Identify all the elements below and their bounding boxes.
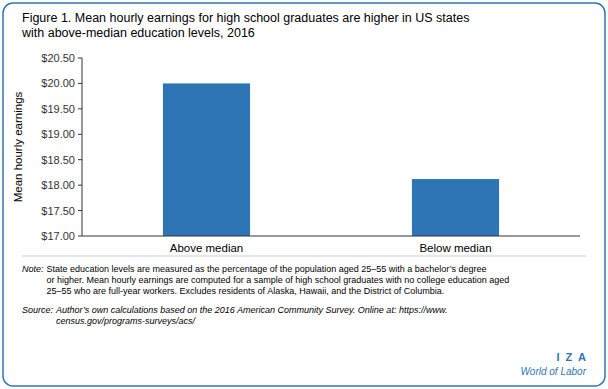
- y-tick-label: $17.50: [41, 205, 75, 217]
- chart: Figure 1. Mean hourly earnings for high …: [0, 0, 608, 389]
- branding: World of Labor: [520, 366, 586, 377]
- annotation-label: Source:: [22, 305, 54, 315]
- y-tick-label: $20.00: [41, 77, 75, 89]
- title: with above-median education levels, 2016: [21, 26, 255, 40]
- annotation-text: State education levels are measured as t…: [47, 264, 487, 274]
- annotation-text: Author’s own calculations based on the 2…: [55, 305, 447, 315]
- y-axis-line: [82, 58, 83, 236]
- y-tick-label: $17.00: [41, 230, 75, 242]
- y-tick: [78, 236, 82, 237]
- y-tick: [78, 108, 82, 109]
- branding: I Z A: [556, 351, 586, 363]
- bar: [412, 179, 499, 236]
- x-axis-line: [82, 236, 580, 237]
- y-tick-label: $18.50: [41, 154, 75, 166]
- annotation-text: census.gov/programs-surveys/acs/: [56, 316, 197, 326]
- annotation-label: Note:: [22, 264, 44, 274]
- y-tick: [78, 185, 82, 186]
- y-tick: [78, 58, 82, 59]
- annotation-text: or higher. Mean hourly earnings are comp…: [47, 275, 510, 285]
- y-tick-label: $19.50: [41, 103, 75, 115]
- bars: [163, 83, 499, 236]
- y-tick-label: $18.00: [41, 179, 75, 191]
- y-tick: [78, 210, 82, 211]
- title: Figure 1. Mean hourly earnings for high …: [22, 11, 469, 25]
- y-tick: [78, 134, 82, 135]
- x-tick-label: Below median: [419, 242, 491, 254]
- y-tick: [78, 159, 82, 160]
- y-tick-label: $19.00: [41, 128, 75, 140]
- separator: [22, 256, 586, 257]
- x-tick-label: Above median: [170, 242, 244, 254]
- annotation-text: 25–55 who are full-year workers. Exclude…: [47, 286, 445, 296]
- y-axis-label: Mean hourly earnings: [12, 91, 24, 202]
- bar: [163, 83, 250, 236]
- y-tick-label: $20.50: [41, 52, 75, 64]
- y-tick: [78, 83, 82, 84]
- frame-border: [3, 3, 605, 386]
